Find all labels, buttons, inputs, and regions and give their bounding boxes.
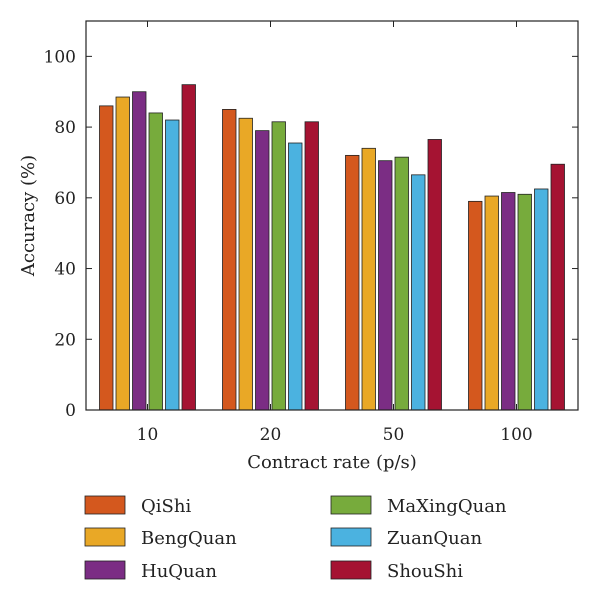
bar-zuanquan-100 [534, 188, 549, 411]
bar-shoushi-50 [427, 139, 442, 411]
y-tick-label: 0 [65, 401, 76, 421]
legend-swatch-qishi [84, 495, 126, 515]
plot-frame [85, 20, 579, 411]
y-tick-label: 80 [54, 118, 76, 138]
bar-zuanquan-10 [165, 119, 180, 411]
bar-huquan-100 [501, 192, 516, 411]
legend-label-huquan: HuQuan [141, 561, 217, 582]
x-tick-label: 10 [137, 425, 159, 445]
legend-label-zuanquan: ZuanQuan [387, 528, 483, 549]
y-axis: 0 20 40 60 80 100 [44, 47, 578, 421]
bar-zuanquan-50 [411, 174, 426, 411]
legend-swatch-huquan [84, 560, 126, 580]
legend-label-bengquan: BengQuan [141, 528, 237, 549]
bar-maxingquan-20 [271, 121, 286, 411]
x-tick-label: 50 [383, 425, 405, 445]
y-tick-label: 100 [44, 47, 76, 67]
x-tick-label: 20 [260, 425, 282, 445]
bar-qishi-10 [99, 105, 114, 411]
legend-label-qishi: QiShi [141, 496, 191, 517]
bar-maxingquan-100 [517, 193, 532, 411]
legend-label-shoushi: ShouShi [387, 561, 463, 582]
bar-qishi-50 [345, 154, 360, 411]
bar-qishi-20 [222, 109, 237, 411]
bar-huquan-10 [132, 91, 147, 411]
bars-layer [99, 84, 565, 411]
y-tick-label: 20 [54, 330, 76, 350]
bar-shoushi-100 [550, 163, 565, 411]
x-axis: 10 20 50 100 [137, 21, 533, 445]
bar-bengquan-100 [484, 195, 499, 411]
legend: QiShi BengQuan HuQuan MaXingQuan ZuanQuan Sho… [84, 495, 507, 582]
bar-qishi-100 [468, 200, 483, 411]
bar-shoushi-20 [304, 121, 319, 411]
legend-swatch-maxingquan [330, 495, 372, 515]
legend-swatch-zuanquan [330, 527, 372, 547]
y-axis-label: Accuracy (%) [18, 155, 39, 277]
x-tick-label: 100 [500, 425, 532, 445]
bar-bengquan-50 [361, 147, 376, 411]
bar-maxingquan-10 [148, 112, 163, 411]
bar-bengquan-20 [238, 117, 253, 411]
legend-swatch-bengquan [84, 527, 126, 547]
bar-huquan-20 [255, 130, 270, 411]
bar-shoushi-10 [181, 84, 196, 411]
bar-huquan-50 [378, 160, 393, 411]
y-tick-label: 40 [54, 260, 76, 280]
y-tick-label: 60 [54, 189, 76, 209]
bar-bengquan-10 [115, 96, 130, 411]
legend-swatch-shoushi [330, 560, 372, 580]
bar-maxingquan-50 [394, 156, 409, 411]
x-axis-label: Contract rate (p/s) [247, 452, 417, 473]
legend-label-maxingquan: MaXingQuan [387, 496, 507, 517]
bar-zuanquan-20 [288, 142, 303, 411]
